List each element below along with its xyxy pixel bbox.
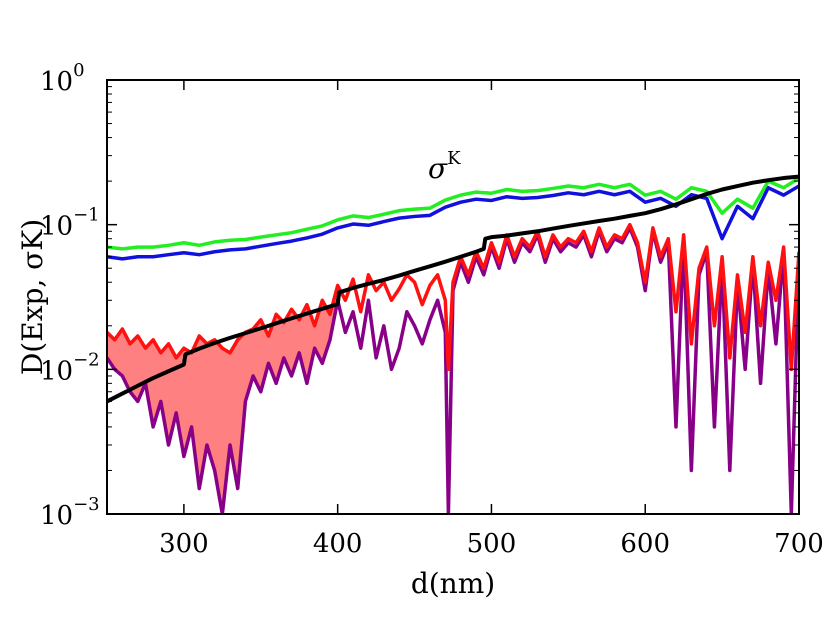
series-green (107, 176, 799, 251)
x-tick-label: 600 (620, 529, 670, 559)
y-tick-label: 10−2 (40, 349, 100, 386)
x-tick-label: 300 (159, 529, 209, 559)
series-red (107, 222, 799, 372)
axis-ticks: 300 400 500 600 700 10−3 10−2 10−1 100 (40, 60, 824, 559)
annotation-sigma-k: σK (428, 148, 461, 185)
y-axis-label: D(Exp, σK) (16, 219, 49, 375)
x-tick-label: 700 (774, 529, 824, 559)
series-purple (107, 226, 799, 514)
y-tick-label: 10−1 (40, 205, 100, 242)
shaded-band (107, 285, 338, 514)
x-tick-label: 500 (467, 529, 517, 559)
y-tick-label: 100 (40, 60, 85, 97)
plot-content (107, 174, 799, 514)
x-tick-label: 400 (313, 529, 363, 559)
plot-frame (106, 79, 800, 515)
y-tick-label: 10−3 (40, 494, 100, 531)
x-axis-label: d(nm) (411, 567, 495, 600)
series-black (107, 174, 799, 404)
